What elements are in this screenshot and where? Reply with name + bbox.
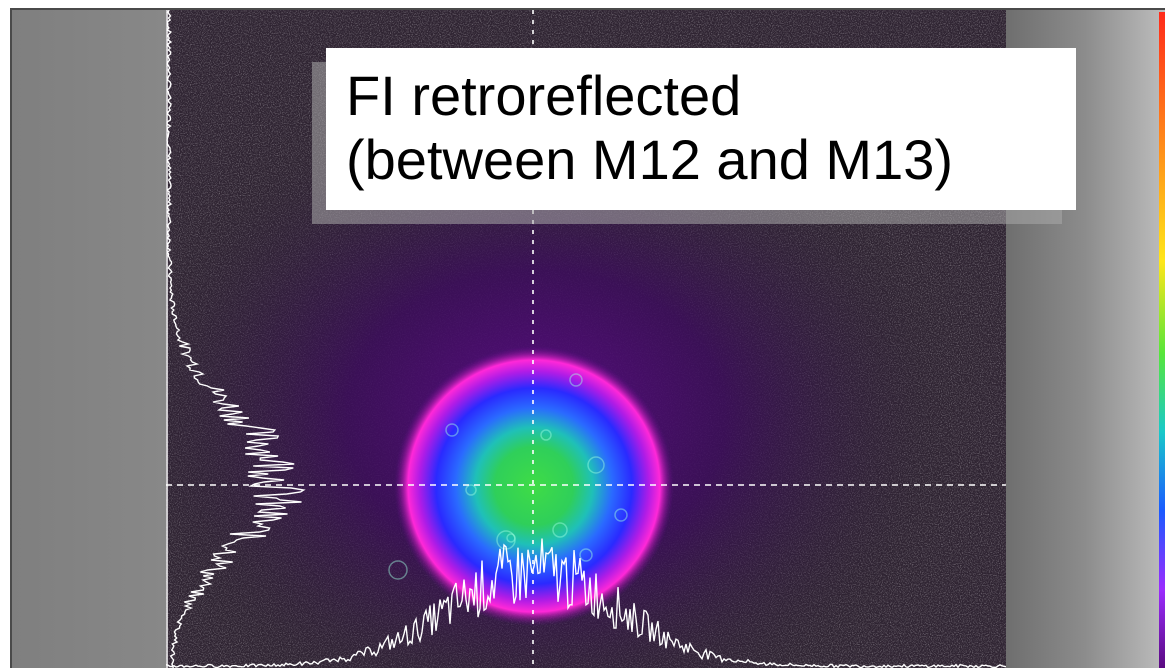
caption-box: FI retroreflected (between M12 and M13) — [326, 48, 1076, 210]
beam-fringe-rings — [388, 373, 628, 580]
beam-spot — [394, 346, 674, 626]
color-scale-bar — [1159, 12, 1165, 668]
horizontal-intensity-profile — [166, 538, 1006, 668]
vertical-intensity-profile — [166, 10, 306, 668]
caption-text: FI retroreflected (between M12 and M13) — [346, 64, 954, 191]
